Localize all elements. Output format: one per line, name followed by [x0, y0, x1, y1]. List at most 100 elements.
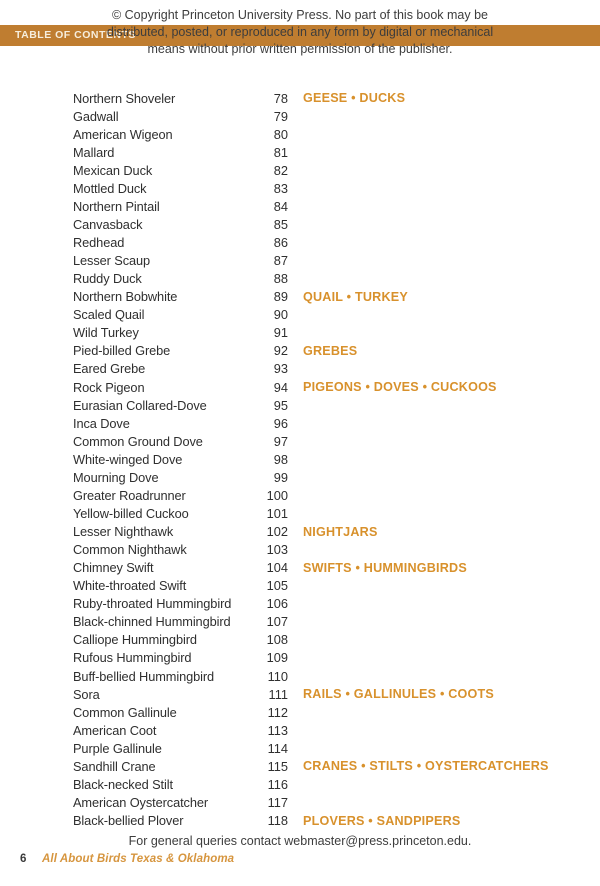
toc-row: Northern Pintail 84 — [0, 197, 600, 215]
bird-name: American Coot — [73, 722, 157, 738]
toc-row: Mottled Duck 83 — [0, 179, 600, 197]
bird-name: Common Ground Dove — [73, 433, 203, 449]
bird-name: Wild Turkey — [73, 325, 139, 341]
toc-row: Sandhill Crane 115 CRANES • STILTS • OYSTE… — [0, 757, 600, 775]
toc-row: Rock Pigeon 94 PIGEONS • DOVES • CUCKOOS — [0, 378, 600, 396]
bird-name: Mourning Dove — [73, 469, 159, 485]
toc-row: Common Ground Dove 97 — [0, 432, 600, 450]
toc-row: American Coot 113 — [0, 721, 600, 739]
toc-row: Rufous Hummingbird 109 — [0, 649, 600, 667]
bird-name: Northern Shoveler — [73, 90, 176, 106]
bird-name: Mottled Duck — [73, 180, 147, 196]
category-label: CRANES • STILTS • OYSTERCATCHERS — [303, 759, 549, 774]
toc-row: Greater Roadrunner 100 — [0, 486, 600, 504]
toc-row: Northern Shoveler 78 GEESE • DUCKS — [0, 89, 600, 107]
bird-name: Rock Pigeon — [73, 379, 145, 395]
bird-name: Eurasian Collared-Dove — [73, 397, 207, 413]
bird-name: Greater Roadrunner — [73, 487, 186, 503]
page-number: 100 — [266, 487, 288, 503]
bird-name: Scaled Quail — [73, 307, 145, 323]
page-number: 97 — [273, 433, 288, 449]
bird-name: American Oystercatcher — [73, 794, 209, 810]
page-number: 87 — [273, 253, 288, 269]
copyright-line-2: distributed, posted, or reproduced in an… — [106, 25, 494, 39]
category-label: PIGEONS • DOVES • CUCKOOS — [303, 380, 497, 395]
page-number: 93 — [273, 361, 288, 377]
book-title: All About Birds Texas & Oklahoma — [42, 853, 235, 865]
toc-row: Mourning Dove 99 — [0, 468, 600, 486]
category-label: GREBES — [303, 343, 358, 358]
bird-name: Northern Bobwhite — [73, 289, 178, 305]
category-label: PLOVERS • SANDPIPERS — [303, 813, 461, 828]
copyright-watermark: © Copyright Princeton University Press. … — [0, 7, 600, 58]
footer-query-watermark: For general queries contact webmaster@pr… — [128, 834, 472, 848]
toc-row: Northern Bobwhite 89 QUAIL • TURKEY — [0, 288, 600, 306]
page-number: 107 — [266, 614, 288, 630]
toc-row: Gadwall 79 — [0, 107, 600, 125]
bird-name: Black-chinned Hummingbird — [73, 614, 231, 630]
bird-name: Lesser Scaup — [73, 253, 151, 269]
bird-name: Common Nighthawk — [73, 542, 187, 558]
toc-row: White-throated Swift 105 — [0, 577, 600, 595]
toc-row: Black-bellied Plover 118 PLOVERS • SANDPIP… — [0, 812, 600, 830]
toc-row: Lesser Scaup 87 — [0, 252, 600, 270]
toc-row: Mexican Duck 82 — [0, 161, 600, 179]
page-number: 118 — [267, 813, 288, 829]
toc-row: Eared Grebe 93 — [0, 360, 600, 378]
page-number: 99 — [273, 469, 288, 485]
page-number: 110 — [267, 668, 288, 684]
page-footer: 6 All About Birds Texas & Oklahoma — [0, 853, 600, 869]
bird-name: Redhead — [73, 235, 125, 251]
page-number: 94 — [273, 379, 288, 395]
copyright-line-3: means without prior written permission o… — [147, 42, 453, 56]
page-number: 102 — [266, 524, 288, 540]
toc-row: Ruddy Duck 88 — [0, 270, 600, 288]
toc-row: Mallard 81 — [0, 143, 600, 161]
bird-name: Calliope Hummingbird — [73, 632, 197, 648]
bird-name: Chimney Swift — [73, 560, 154, 576]
table-of-contents-banner: TABLE OF CONTENTS — [0, 25, 600, 46]
toc-row: Redhead 86 — [0, 234, 600, 252]
page-number: 91 — [273, 325, 288, 341]
toc-row: Ruby-throated Hummingbird 106 — [0, 595, 600, 613]
toc-row: Inca Dove 96 — [0, 414, 600, 432]
bird-name: Gadwall — [73, 108, 119, 124]
page-number: 84 — [273, 198, 288, 214]
bird-name: Mallard — [73, 144, 115, 160]
category-label: RAILS • GALLINULES • COOTS — [303, 687, 495, 702]
bird-name: Ruddy Duck — [73, 271, 142, 287]
bird-name: White-throated Swift — [73, 578, 187, 594]
bird-name: Black-bellied Plover — [73, 813, 184, 829]
page-number: 101 — [266, 505, 288, 521]
category-label: QUAIL • TURKEY — [303, 289, 408, 304]
page-number: 116 — [267, 776, 288, 792]
toc-row: Chimney Swift 104 SWIFTS • HUMMINGBIRDS — [0, 559, 600, 577]
toc-row: American Oystercatcher 117 — [0, 793, 600, 811]
page-number: 88 — [273, 271, 288, 287]
toc-row: Wild Turkey 91 — [0, 324, 600, 342]
bird-name: Black-necked Stilt — [73, 776, 173, 792]
toc-row: Sora 111 RAILS • GALLINULES • COOTS — [0, 685, 600, 703]
bird-name: Ruby-throated Hummingbird — [73, 596, 232, 612]
category-label: NIGHTJARS — [303, 524, 378, 539]
bird-name: Rufous Hummingbird — [73, 650, 192, 666]
category-label: SWIFTS • HUMMINGBIRDS — [303, 560, 467, 575]
page-number: 109 — [266, 650, 288, 666]
page-number: 112 — [267, 704, 288, 720]
page-number: 98 — [273, 451, 288, 467]
toc-row: Black-chinned Hummingbird 107 — [0, 613, 600, 631]
page-number: 105 — [266, 578, 288, 594]
page-number: 90 — [273, 307, 288, 323]
page-number: 96 — [273, 415, 288, 431]
bird-name: Northern Pintail — [73, 198, 160, 214]
bird-name: Mexican Duck — [73, 162, 153, 178]
page-number: 78 — [273, 90, 288, 106]
page-number: 114 — [267, 740, 288, 756]
toc-row: American Wigeon 80 — [0, 125, 600, 143]
bird-name: Sandhill Crane — [73, 758, 156, 774]
page-number: 89 — [273, 289, 288, 305]
toc-row: Buff-bellied Hummingbird 110 — [0, 667, 600, 685]
page-number: 83 — [273, 180, 288, 196]
bird-name: American Wigeon — [73, 126, 173, 142]
